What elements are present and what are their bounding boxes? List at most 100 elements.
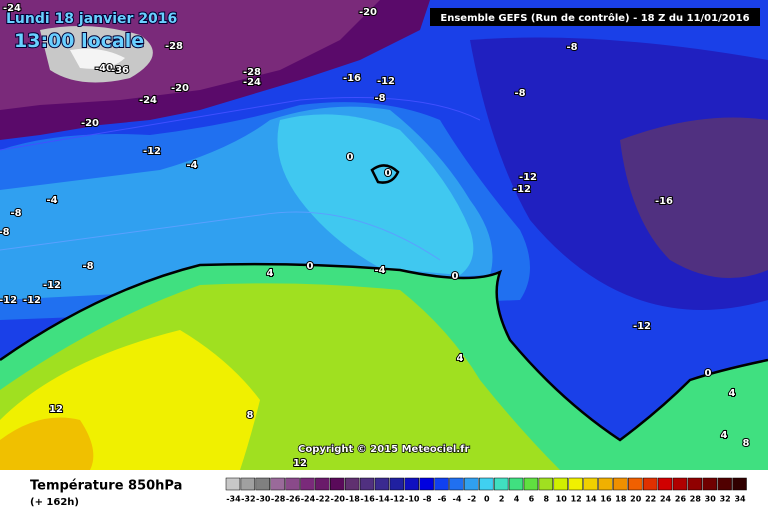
contour-label: -4 [46,195,57,206]
scale-label: 22 [645,495,656,504]
contour-label: -12 [23,295,41,306]
scale-label: 2 [499,495,505,504]
contour-line [0,211,441,261]
scale-swatch [598,477,613,491]
contour-label: -8 [374,93,385,104]
contour-label: 8 [743,438,750,449]
contour-label: -28 [243,67,261,78]
contour-label: 8 [247,410,254,421]
contour-label: -36 [111,65,129,76]
contour-label: -8 [566,42,577,53]
contour-label: 0 [385,168,392,179]
scale-swatch [732,477,747,491]
scale-swatch [479,477,494,491]
date-label: Lundi 18 janvier 2016 [6,11,177,27]
zero-isotherm [0,262,768,442]
scale-label: 18 [615,495,627,504]
contour-label: 4 [457,353,464,364]
footer-title: Température 850hPa [30,479,182,494]
contour-label: -16 [655,196,673,207]
contour-label: 0 [452,271,459,282]
scale-swatch [613,477,628,491]
footer-subtitle: (+ 162h) [30,497,79,508]
scale-swatch [717,477,732,491]
contour-label: -4 [186,160,197,171]
scale-label: 32 [720,495,731,504]
contour-label: -8 [514,88,525,99]
contour-label: -20 [359,7,377,18]
scale-label: -16 [360,495,375,504]
scale-label: -18 [345,495,360,504]
scale-label: 8 [544,495,550,504]
scale-label: -8 [423,495,432,504]
scale-swatch [523,477,539,491]
scale-swatch [389,477,405,491]
scale-label: 30 [705,495,717,504]
scale-swatch [330,477,345,491]
scale-label: -2 [467,495,476,504]
contour-label: -16 [343,73,361,84]
scale-swatch [404,477,419,491]
scale-swatch [657,477,673,491]
contour-label: -40 [95,63,113,74]
contour-label: -12 [519,172,537,183]
scale-label: -32 [241,495,255,504]
contour-label: -12 [143,146,161,157]
contour-label: 0 [347,152,354,163]
scale-label: -28 [271,495,286,504]
contour-label: -12 [513,184,531,195]
scale-swatch [344,477,360,491]
scale-swatch [359,477,375,491]
scale-label: -12 [390,495,404,504]
scale-swatch [240,477,256,491]
contour-label: 4 [721,430,728,441]
scale-swatch [687,477,703,491]
scale-swatch [285,477,300,491]
contour-label: -8 [82,261,93,272]
scale-label: -22 [316,495,330,504]
scale-swatch [434,477,449,491]
ice-cap-core [70,48,125,69]
run-banner [430,8,760,26]
scale-label: -30 [256,495,271,504]
contour-label: -24 [243,77,261,88]
warmest-field [0,417,94,470]
zero-isotherm-ring [370,164,400,184]
contour-label: -28 [165,41,183,52]
scale-swatch [568,477,583,491]
scale-label: 20 [630,495,642,504]
scale-swatch [374,477,390,491]
scale-swatch [642,477,658,491]
run-info: Ensemble GEFS (Run de contrôle) - 18 Z d… [440,12,749,24]
copyright: Copyright © 2015 Meteociel.fr [298,444,469,455]
contour-label: -12 [377,76,395,87]
russia-cold-field [620,117,768,278]
contour-label: 0 [705,368,712,379]
contour-label: 12 [49,404,63,415]
scale-label: -14 [375,495,390,504]
contour-label: -20 [171,83,189,94]
scale-label: -26 [286,495,301,504]
contour-label: -24 [139,95,157,106]
contour-label: -8 [0,227,10,238]
scale-label: -24 [301,495,316,504]
scale-label: -10 [405,495,420,504]
scale-swatch [628,477,643,491]
scale-swatch [493,477,509,491]
scale-label: 14 [585,495,597,504]
scale-label: 6 [529,495,535,504]
scale-swatch [553,477,568,491]
scale-label: 16 [600,495,612,504]
contour-label: -20 [81,118,99,129]
scale-swatch [300,477,315,491]
scale-label: 12 [571,495,582,504]
scale-swatch [464,477,479,491]
scale-label: -34 [226,495,241,504]
scale-label: 26 [675,495,687,504]
scale-label: -20 [331,495,346,504]
scale-label: 0 [484,495,490,504]
contour-label: -8 [10,208,21,219]
contour-label: 12 [293,458,307,469]
scale-swatch [538,477,554,491]
scale-label: 10 [556,495,568,504]
